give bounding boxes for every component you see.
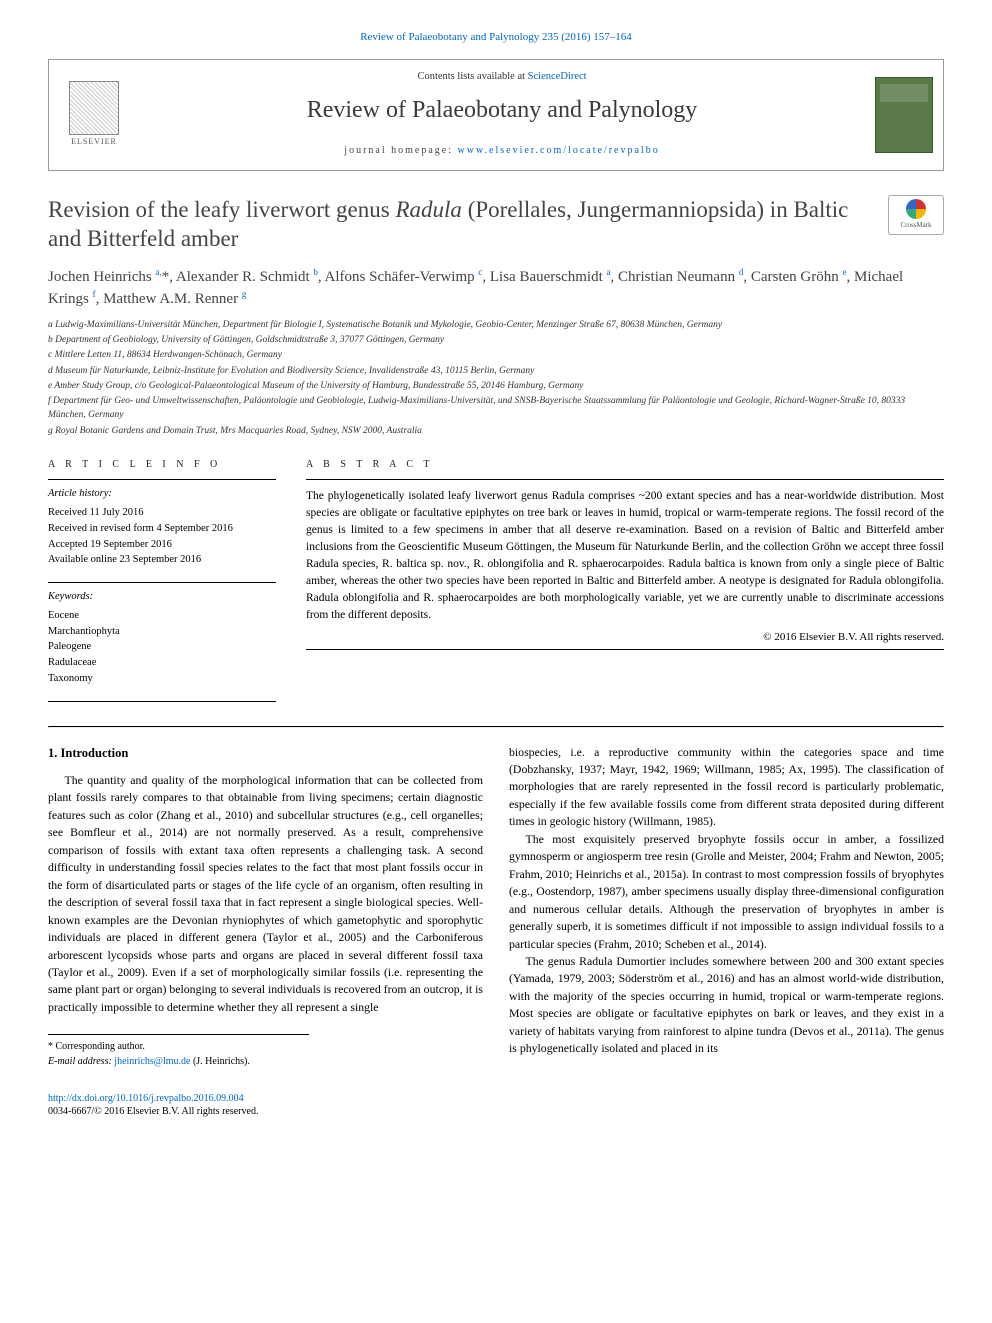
article-history-block: Article history: Received 11 July 2016 R… <box>48 479 276 568</box>
corr-email-suffix: (J. Heinrichs). <box>190 1056 249 1067</box>
abstract-copyright: © 2016 Elsevier B.V. All rights reserved… <box>306 630 944 645</box>
issn-copyright: 0034-6667/© 2016 Elsevier B.V. All right… <box>48 1105 944 1119</box>
history-line: Received in revised form 4 September 201… <box>48 521 276 537</box>
body-paragraph: The most exquisitely preserved bryophyte… <box>509 831 944 953</box>
affiliation-line: g Royal Botanic Gardens and Domain Trust… <box>48 424 944 438</box>
running-head-link[interactable]: Review of Palaeobotany and Palynology 23… <box>360 31 632 43</box>
keywords-block: Keywords: Eocene Marchantiophyta Paleoge… <box>48 582 276 687</box>
affiliation-line: a Ludwig-Maximilians-Universität München… <box>48 318 944 332</box>
crossmark-label: CrossMark <box>900 221 931 230</box>
body-paragraph: biospecies, i.e. a reproductive communit… <box>509 744 944 831</box>
publisher-name: ELSEVIER <box>71 137 117 148</box>
journal-homepage: journal homepage: www.elsevier.com/locat… <box>147 144 857 158</box>
affiliation-line: e Amber Study Group, c/o Geological-Pala… <box>48 379 944 393</box>
homepage-label: journal homepage: <box>344 145 457 156</box>
corr-email-line: E-mail address: jheinrichs@lmu.de (J. He… <box>48 1055 309 1070</box>
abstract-column: A B S T R A C T The phylogenetically iso… <box>306 458 944 702</box>
article-info-column: A R T I C L E I N F O Article history: R… <box>48 458 276 702</box>
author-list: Jochen Heinrichs a,*, Alexander R. Schmi… <box>48 266 944 310</box>
affiliations: a Ludwig-Maximilians-Universität München… <box>48 318 944 438</box>
abstract-heading: A B S T R A C T <box>306 458 944 472</box>
body-paragraph: The genus Radula Dumortier includes some… <box>509 953 944 1058</box>
contents-prefix: Contents lists available at <box>417 71 527 82</box>
section-divider <box>48 726 944 728</box>
keyword: Marchantiophyta <box>48 624 276 640</box>
section-heading-intro: 1. Introduction <box>48 744 483 763</box>
keyword: Radulaceae <box>48 655 276 671</box>
sciencedirect-link[interactable]: ScienceDirect <box>528 71 587 82</box>
title-text-1: Revision of the leafy liverwort genus <box>48 197 395 222</box>
contents-available: Contents lists available at ScienceDirec… <box>147 70 857 84</box>
history-line: Accepted 19 September 2016 <box>48 537 276 553</box>
affiliation-line: c Mittlere Letten 11, 88634 Herdwangen-S… <box>48 348 944 362</box>
header-center: Contents lists available at ScienceDirec… <box>139 60 865 170</box>
corresponding-author-block: * Corresponding author. E-mail address: … <box>48 1034 309 1070</box>
elsevier-logo: ELSEVIER <box>63 77 125 153</box>
journal-header: ELSEVIER Contents lists available at Sci… <box>48 59 944 171</box>
title-genus: Radula <box>395 197 461 222</box>
corr-star: * Corresponding author. <box>48 1040 309 1055</box>
doi-link[interactable]: http://dx.doi.org/10.1016/j.revpalbo.201… <box>48 1093 244 1104</box>
body-paragraph: The quantity and quality of the morpholo… <box>48 772 483 1016</box>
journal-cover-thumb <box>875 77 933 153</box>
cover-cell <box>865 60 943 170</box>
abstract-text: The phylogenetically isolated leafy live… <box>306 479 944 624</box>
history-label: Article history: <box>48 486 276 502</box>
homepage-link[interactable]: www.elsevier.com/locate/revpalbo <box>458 145 660 156</box>
journal-name: Review of Palaeobotany and Palynology <box>147 94 857 126</box>
article-title: Revision of the leafy liverwort genus Ra… <box>48 195 876 254</box>
running-head: Review of Palaeobotany and Palynology 23… <box>48 30 944 45</box>
corr-email-link[interactable]: jheinrichs@lmu.de <box>114 1056 190 1067</box>
affiliation-line: b Department of Geobiology, University o… <box>48 333 944 347</box>
affiliation-line: f Department für Geo- und Umweltwissensc… <box>48 394 944 423</box>
crossmark-icon <box>906 199 926 219</box>
page-footer: http://dx.doi.org/10.1016/j.revpalbo.201… <box>48 1092 944 1119</box>
keywords-label: Keywords: <box>48 589 276 605</box>
keyword: Paleogene <box>48 639 276 655</box>
elsevier-tree-icon <box>69 81 119 135</box>
keyword: Taxonomy <box>48 671 276 687</box>
history-line: Available online 23 September 2016 <box>48 552 276 568</box>
keyword: Eocene <box>48 608 276 624</box>
affiliation-line: d Museum für Naturkunde, Leibniz-Institu… <box>48 364 944 378</box>
article-info-heading: A R T I C L E I N F O <box>48 458 276 472</box>
body-text: 1. Introduction The quantity and quality… <box>48 744 944 1070</box>
publisher-logo-cell: ELSEVIER <box>49 60 139 170</box>
history-line: Received 11 July 2016 <box>48 505 276 521</box>
crossmark-badge[interactable]: CrossMark <box>888 195 944 235</box>
email-label: E-mail address: <box>48 1056 114 1067</box>
